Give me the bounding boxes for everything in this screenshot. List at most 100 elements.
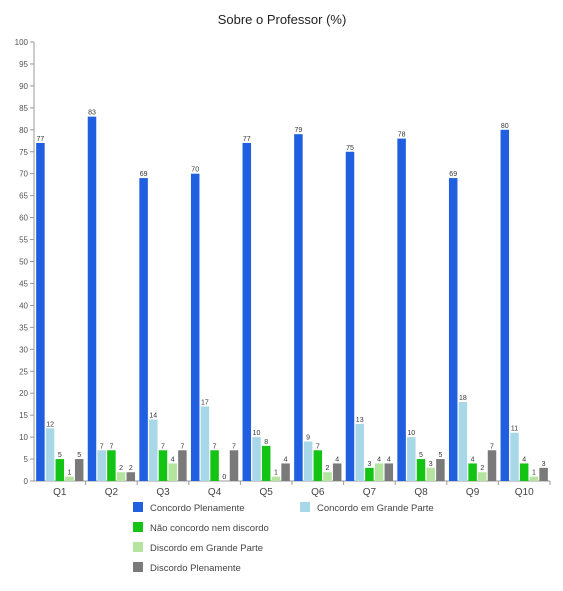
- bar-value-label: 4: [387, 456, 391, 463]
- bar: [397, 138, 406, 481]
- bar-value-label: 8: [264, 439, 268, 446]
- bar-value-label: 10: [253, 430, 261, 437]
- bar-value-label: 12: [46, 421, 54, 428]
- x-tick-label: Q1: [53, 487, 67, 498]
- x-tick-label: Q6: [311, 487, 325, 498]
- bar-value-label: 2: [129, 465, 133, 472]
- bar: [116, 472, 126, 481]
- bar: [448, 178, 458, 481]
- bar: [529, 476, 539, 481]
- bar-value-label: 7: [109, 443, 113, 450]
- bar: [436, 459, 445, 481]
- x-tick-label: Q10: [515, 487, 534, 498]
- bar-value-label: 1: [274, 470, 278, 477]
- bar: [313, 450, 323, 481]
- x-tick-label: Q8: [414, 487, 428, 498]
- bar-value-label: 7: [180, 443, 184, 450]
- bar-value-label: 77: [37, 136, 45, 143]
- bar: [426, 467, 435, 481]
- bar-value-label: 69: [140, 171, 148, 178]
- y-tick-label: 50: [19, 258, 28, 267]
- y-tick-label: 20: [19, 389, 28, 398]
- legend-swatch: [133, 522, 143, 532]
- legend-swatch: [300, 502, 310, 512]
- bar-value-label: 9: [306, 434, 310, 441]
- bar: [458, 401, 468, 481]
- y-tick-label: 40: [19, 301, 28, 310]
- bar-value-label: 2: [326, 465, 330, 472]
- legend-item: Discordo em Grande Parte: [133, 542, 263, 554]
- bar: [407, 437, 416, 481]
- bar-value-label: 2: [480, 465, 484, 472]
- legend-label: Discordo Plenamente: [150, 563, 241, 574]
- bar: [261, 445, 271, 481]
- bar: [168, 463, 177, 481]
- y-tick-label: 30: [19, 345, 28, 354]
- bar-value-label: 7: [316, 443, 320, 450]
- bar: [332, 463, 342, 481]
- x-tick-label: Q7: [363, 487, 377, 498]
- legend-swatch: [133, 502, 143, 512]
- bar: [345, 151, 355, 481]
- bar-value-label: 4: [284, 456, 288, 463]
- legend-item: Concordo Plenamente: [133, 502, 245, 514]
- y-tick-label: 70: [19, 170, 28, 179]
- legend-label: Concordo Plenamente: [150, 503, 245, 514]
- bar: [65, 476, 74, 481]
- legend-item: Não concordo nem discordo: [133, 522, 269, 534]
- legend-label: Discordo em Grande Parte: [150, 543, 263, 554]
- y-tick-label: 100: [15, 38, 29, 47]
- y-tick-label: 15: [19, 411, 28, 420]
- bar: [36, 142, 45, 481]
- bar-value-label: 80: [501, 123, 509, 130]
- bar: [158, 450, 168, 481]
- bar-value-label: 1: [532, 470, 536, 477]
- legend-item: Discordo Plenamente: [133, 562, 241, 574]
- y-tick-label: 85: [19, 104, 28, 113]
- bar: [242, 142, 252, 481]
- bar-value-label: 7: [161, 443, 165, 450]
- bar-value-label: 77: [243, 136, 251, 143]
- x-tick-label: Q3: [156, 487, 170, 498]
- bar-value-label: 5: [419, 452, 423, 459]
- legend-label: Concordo em Grande Parte: [317, 503, 434, 514]
- bar: [200, 406, 210, 481]
- legend-item: Concordo em Grande Parte: [300, 502, 434, 514]
- bar-value-label: 4: [171, 456, 175, 463]
- bar: [303, 441, 313, 481]
- legend-swatch: [133, 542, 143, 552]
- x-tick-label: Q2: [105, 487, 119, 498]
- bar-value-label: 3: [429, 461, 433, 468]
- y-tick-label: 45: [19, 279, 28, 288]
- bar: [271, 476, 281, 481]
- bar-value-label: 7: [100, 443, 104, 450]
- bar: [384, 463, 394, 481]
- bar-value-label: 18: [459, 395, 467, 402]
- bar-value-label: 70: [191, 167, 199, 174]
- bar-value-label: 75: [346, 145, 354, 152]
- bar: [126, 472, 136, 481]
- bar: [365, 467, 374, 481]
- bar: [107, 450, 116, 481]
- axes: 0510152025303540455055606570758085909510…: [15, 38, 551, 498]
- bar: [178, 450, 187, 481]
- bar-value-label: 79: [295, 127, 303, 134]
- legend-swatch: [133, 562, 143, 572]
- bar: [190, 173, 200, 481]
- bar: [478, 472, 487, 481]
- bar-value-label: 5: [58, 452, 62, 459]
- y-tick-label: 95: [19, 60, 28, 69]
- bar: [252, 437, 261, 481]
- bar: [519, 463, 529, 481]
- bar-value-label: 10: [407, 430, 415, 437]
- x-tick-label: Q4: [208, 487, 222, 498]
- bar-value-label: 14: [149, 413, 157, 420]
- y-tick-label: 65: [19, 192, 28, 201]
- bar-value-label: 17: [201, 399, 209, 406]
- y-tick-label: 75: [19, 148, 28, 157]
- bar-value-label: 2: [119, 465, 123, 472]
- y-tick-label: 35: [19, 323, 28, 332]
- bar: [55, 459, 65, 481]
